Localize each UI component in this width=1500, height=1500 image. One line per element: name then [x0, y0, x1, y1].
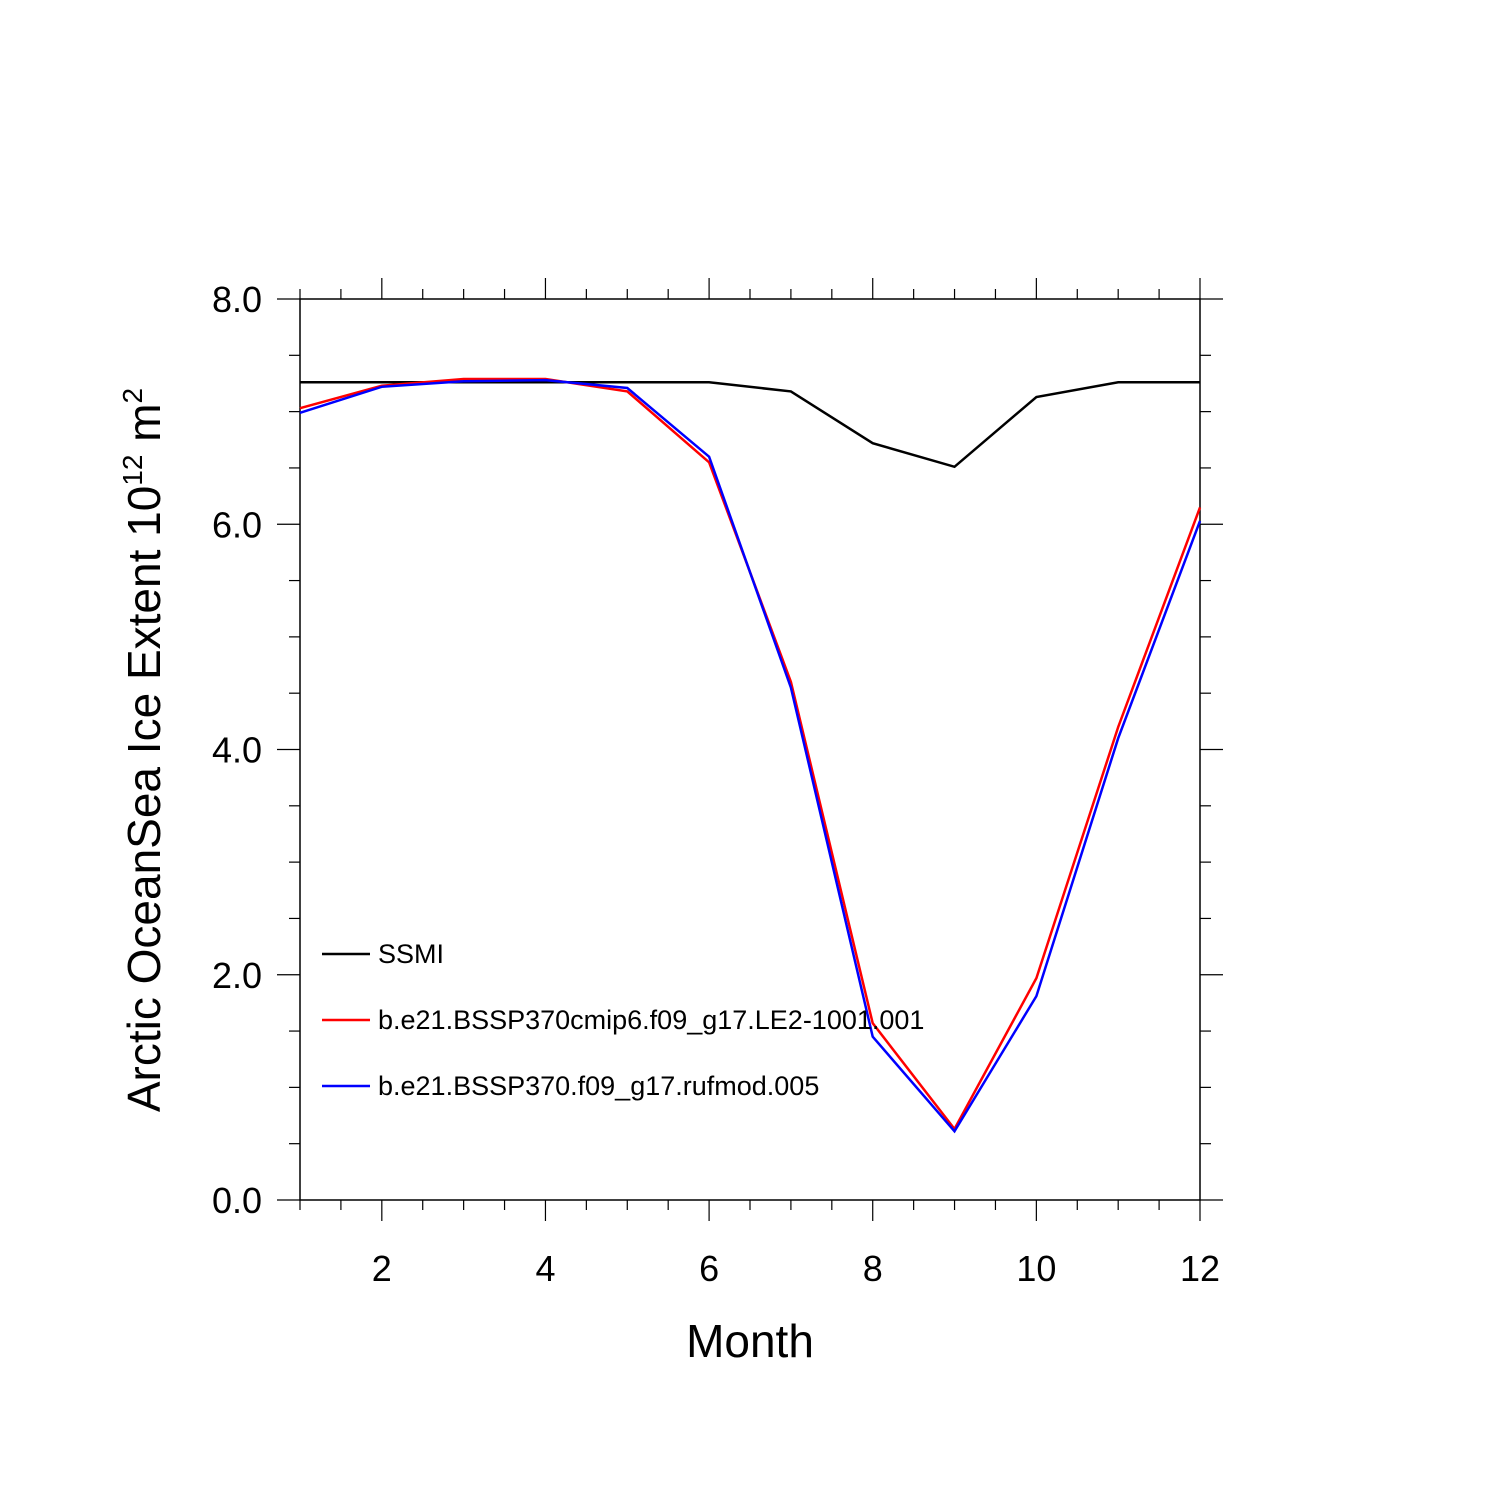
y-axis-title-unit-exponent: 2 [117, 388, 148, 404]
plot-frame [299, 298, 1201, 1201]
x-tick-label: 10 [1016, 1248, 1056, 1289]
legend: SSMI b.e21.BSSP370cmip6.f09_g17.LE2-1001… [322, 939, 924, 1101]
legend-label-ssmi: SSMI [378, 939, 444, 969]
y-axis-title-unit: m [118, 403, 170, 454]
x-tick-label: 8 [863, 1248, 883, 1289]
series-lines [299, 377, 1202, 1134]
x-tick-label: 12 [1180, 1248, 1220, 1289]
y-tick-label: 6.0 [212, 504, 262, 545]
y-tick-label: 0.0 [212, 1180, 262, 1221]
y-axis-title-prefix: Arctic OceanSea Ice Extent 10 [118, 486, 170, 1112]
x-tick-label: 2 [372, 1248, 392, 1289]
y-tick-label: 4.0 [212, 730, 262, 771]
x-axis-title: Month [686, 1315, 814, 1367]
series-line-2 [299, 378, 1202, 1134]
x-tick-label: 6 [699, 1248, 719, 1289]
legend-label-le2: b.e21.BSSP370cmip6.f09_g17.LE2-1001.001 [378, 1005, 924, 1035]
axis-ticks [277, 278, 1223, 1221]
series-line-0 [300, 381, 1200, 469]
tick-labels: 2 4 6 8 10 12 0.0 2.0 4.0 6.0 8.0 [212, 279, 1220, 1289]
y-tick-label: 8.0 [212, 279, 262, 320]
y-axis-title-exponent: 12 [117, 455, 148, 486]
legend-label-rufmod: b.e21.BSSP370.f09_g17.rufmod.005 [378, 1071, 819, 1101]
y-axis-title: Arctic OceanSea Ice Extent 1012 m2 [117, 388, 170, 1112]
y-tick-label: 2.0 [212, 955, 262, 996]
x-tick-label: 4 [535, 1248, 555, 1289]
